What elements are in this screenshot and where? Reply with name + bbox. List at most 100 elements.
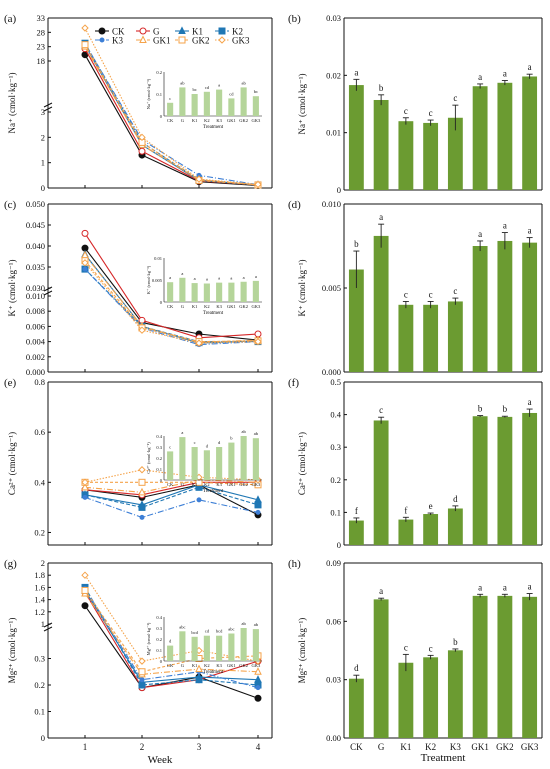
y-tick-label: 0.2 — [34, 680, 45, 690]
bar-CK — [348, 520, 364, 545]
inset-bar — [179, 631, 186, 661]
inset-bar — [240, 87, 247, 116]
inset-x-tick-label: GK1 — [227, 118, 236, 123]
inset-x-tick-label: CK — [167, 482, 174, 487]
legend-label: K1 — [192, 27, 203, 37]
series-line-K2 — [84, 587, 259, 686]
inset-y-tick-label: 0.2 — [156, 456, 162, 461]
x-tick-label: 2 — [140, 742, 145, 752]
inset-sig-label: abc — [228, 627, 234, 632]
significance-label: a — [354, 67, 358, 77]
inset-sig-label: ab — [254, 622, 259, 627]
bar-GK2 — [497, 595, 513, 738]
inset-y-tick-label: 0.01 — [154, 256, 162, 261]
inset-x-axis-label: Treatment — [203, 311, 224, 316]
inset-sig-label: a — [243, 275, 245, 280]
point-GK3 — [254, 180, 262, 189]
legend-label: GK2 — [192, 36, 210, 46]
legend-label: GK1 — [153, 36, 171, 46]
series-line-GK2 — [84, 260, 259, 343]
bar-GK1 — [472, 595, 488, 738]
y-tick-label: 1 — [41, 158, 45, 168]
y-tick-label: 1.2 — [34, 607, 45, 617]
significance-label: a — [528, 62, 532, 72]
axis-break — [43, 626, 53, 632]
inset-sig-label: a — [181, 430, 183, 435]
x-tick-label: CK — [350, 742, 363, 752]
bar-K2 — [423, 304, 439, 372]
series-line-CK — [84, 54, 259, 187]
inset-x-tick-label: K2 — [204, 663, 210, 668]
inset-x-tick-label: GK3 — [252, 663, 261, 668]
bar-panel-0: 0 0.01 0.02 0.03 a b c c c a a a Na⁺ (cmol·kg⁻¹) (b) — [288, 13, 543, 195]
inset-x-tick-label: G — [181, 304, 185, 309]
y-tick-label: 28 — [37, 27, 46, 37]
y-axis-label: Ca²⁺ (cmol·kg⁻¹) — [297, 432, 307, 495]
legend-marker — [99, 37, 105, 43]
inset-sig-label: cd — [205, 629, 210, 634]
inset-x-tick-label: K2 — [204, 118, 210, 123]
inset-bar — [179, 277, 186, 302]
inset-sig-label: b — [230, 436, 233, 441]
significance-label: b — [379, 83, 384, 93]
significance-label: a — [528, 397, 532, 407]
significance-label: a — [528, 582, 532, 592]
y-tick-label: 0.3 — [330, 442, 341, 452]
significance-label: a — [503, 68, 507, 78]
bar-GK1 — [472, 246, 488, 372]
inset-sig-label: d — [218, 440, 221, 445]
legend-label: CK — [112, 27, 125, 37]
inset-sig-label: bcd — [216, 629, 223, 634]
bar-K3 — [447, 650, 463, 738]
point-GK1 — [138, 487, 146, 496]
y-axis-label: K⁺ (cmol·kg⁻¹) — [297, 260, 307, 317]
y-axis-label: Mg²⁺ (cmol·kg⁻¹) — [7, 618, 17, 684]
inset-sig-label: bc — [254, 89, 258, 94]
point-GK2 — [81, 41, 89, 49]
significance-label: b — [453, 637, 458, 647]
series-line-CK — [84, 247, 259, 341]
y-tick-label: 0.045 — [26, 220, 45, 230]
significance-label: a — [528, 226, 532, 236]
significance-label: c — [429, 108, 433, 118]
y-axis-label: Na⁺ (cmol·kg⁻¹) — [297, 74, 307, 135]
inset-y-tick-label: 0.005 — [152, 278, 163, 283]
legend-marker — [98, 27, 106, 35]
y-tick-label: 0.01 — [326, 128, 341, 138]
inset-bar — [240, 436, 247, 480]
bar-GK2 — [497, 240, 513, 372]
series-line-G — [84, 481, 258, 496]
panel-label: (g) — [4, 558, 17, 570]
bar-K1 — [398, 304, 414, 372]
y-tick-label: 0.008 — [26, 306, 45, 316]
point-G — [138, 147, 146, 155]
bar-GK1 — [472, 86, 488, 190]
legend-marker — [139, 27, 147, 35]
inset-sig-label: a — [255, 274, 257, 279]
inset-bar — [167, 102, 174, 116]
significance-label: c — [379, 405, 383, 415]
inset-x-tick-label: GK1 — [227, 304, 236, 309]
y-axis-label: Na⁺ (cmol·kg⁻¹) — [7, 73, 17, 134]
inset-sig-label: bc — [193, 87, 197, 92]
y-tick-label: 2 — [41, 132, 45, 142]
inset-chart: 0 0.1 0.2 c CK ab Gbc K1 cd K2 a K3 cd GK1 ab GK2 bc GK3 N… — [146, 70, 262, 130]
y-tick-label: 0 — [41, 733, 45, 743]
bar-GK3 — [522, 412, 538, 545]
inset-y-tick-label: 0.4 — [156, 615, 162, 620]
inset-sig-label: a — [169, 275, 171, 280]
inset-y-tick-label: 0.1 — [156, 92, 162, 97]
inset-y-tick-label: 0.2 — [156, 637, 162, 642]
inset-x-tick-label: K3 — [216, 304, 222, 309]
inset-bar — [216, 635, 223, 661]
inset-y-tick-label: 0 — [160, 300, 163, 305]
inset-bar — [240, 628, 247, 661]
significance-label: d — [354, 663, 359, 673]
inset-x-tick-label: G — [181, 118, 185, 123]
inset-sig-label: a — [218, 83, 220, 88]
point-GK1 — [254, 667, 262, 675]
axis-break — [43, 622, 53, 628]
x-axis-label: Week — [148, 754, 173, 766]
point-GK3 — [195, 339, 203, 347]
